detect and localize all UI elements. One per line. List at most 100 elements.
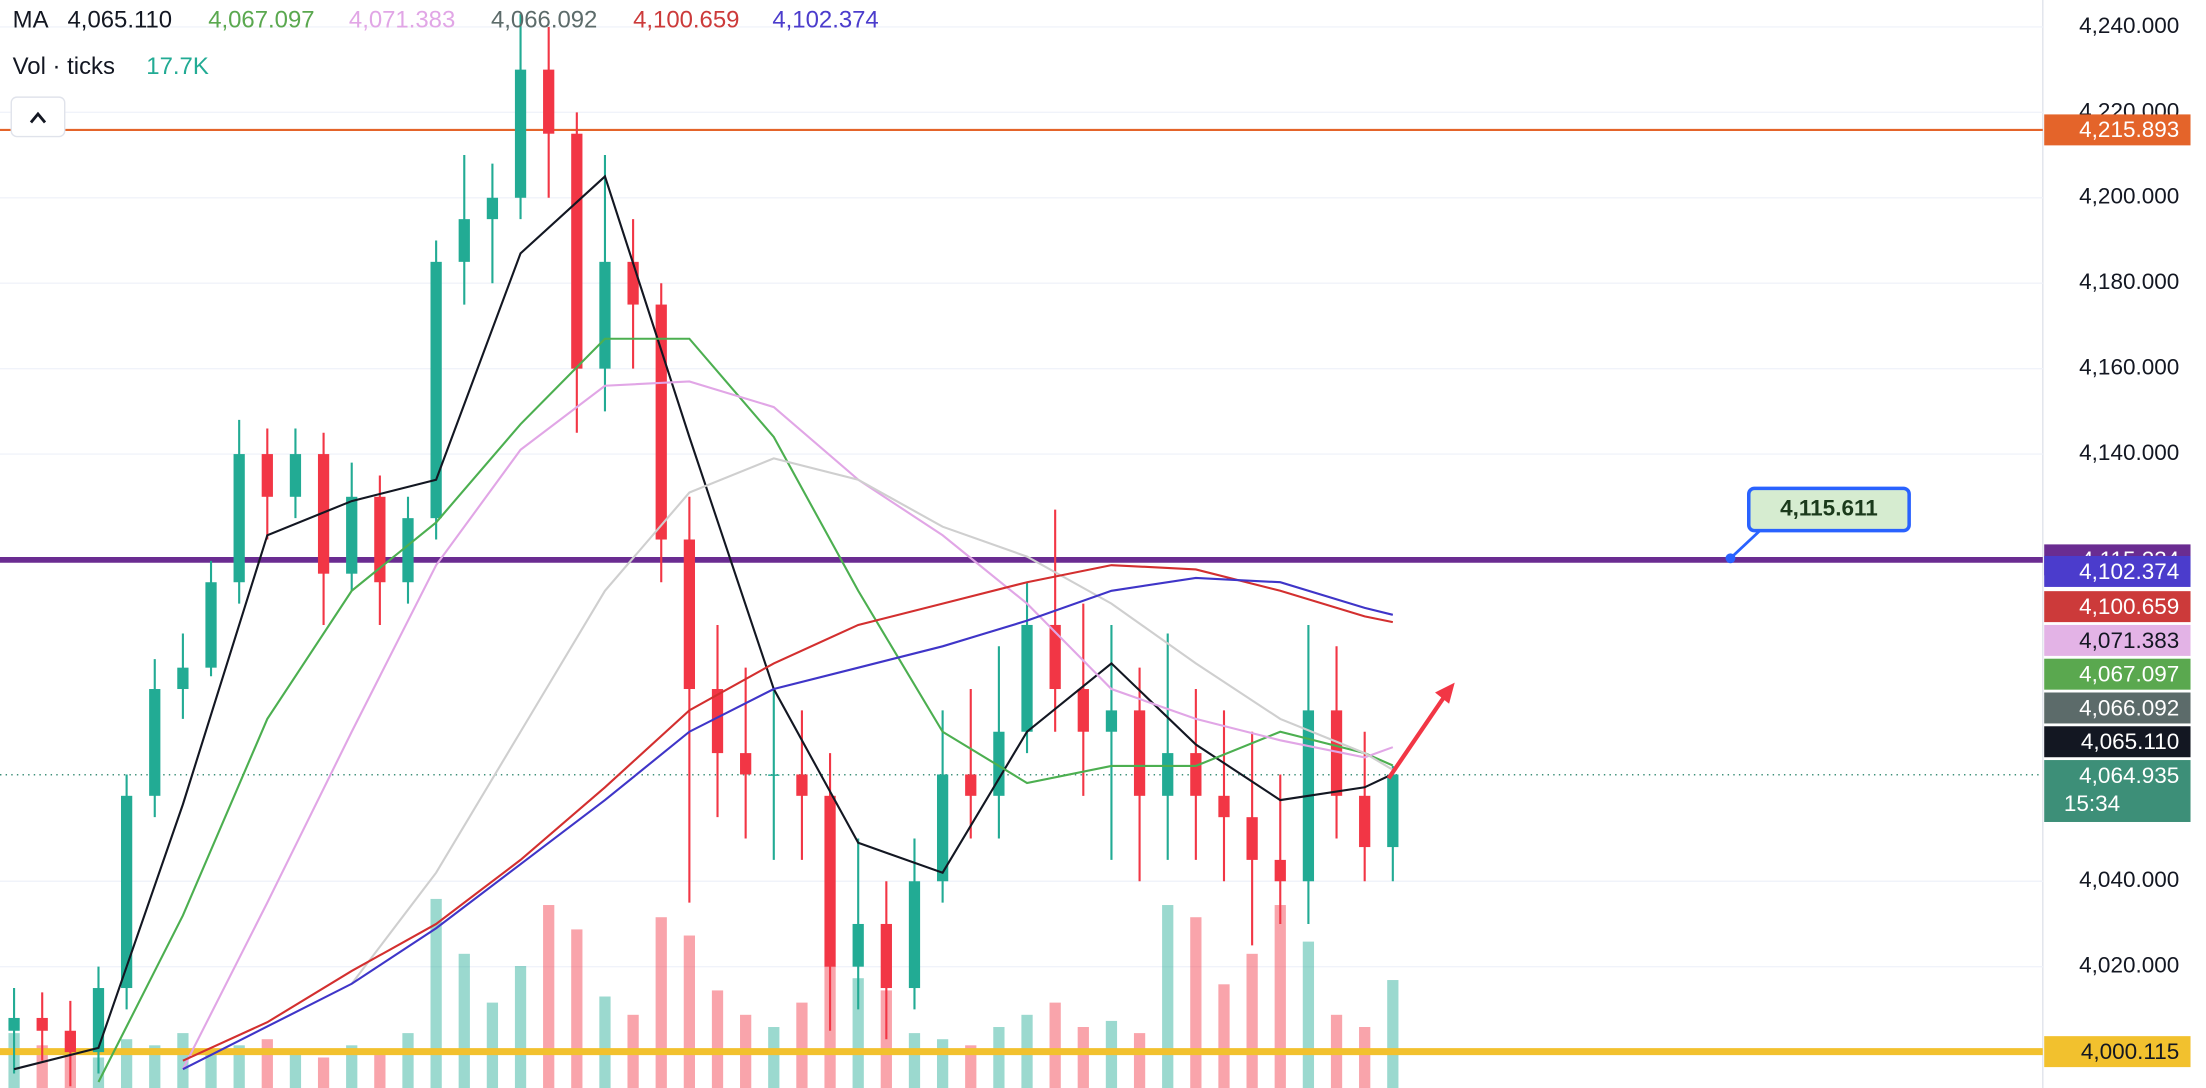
ma-tag-label: 4,066.092 xyxy=(2079,695,2179,720)
candle-body xyxy=(768,774,780,776)
candle-body xyxy=(64,1030,76,1053)
volume-bar xyxy=(402,1033,414,1088)
ma-tag xyxy=(2044,591,2191,623)
candle-body xyxy=(1077,689,1089,732)
price-tag xyxy=(2044,760,2191,822)
candle-body xyxy=(402,518,414,583)
ma-tag xyxy=(2044,555,2191,587)
legend-value: 4,067.097 xyxy=(208,6,314,33)
legend-value: 4,102.374 xyxy=(772,6,878,33)
volume-bar xyxy=(993,1027,1005,1088)
collapse-icon[interactable] xyxy=(29,111,47,124)
ma-tag xyxy=(2044,692,2191,724)
candle-body xyxy=(599,261,611,369)
volume-name: Vol · ticks xyxy=(13,53,115,80)
candle-body xyxy=(852,923,864,967)
volume-bar xyxy=(458,953,470,1088)
candle-body xyxy=(458,219,470,262)
candle-body xyxy=(1190,753,1202,796)
candle-body xyxy=(936,774,949,882)
candle-body xyxy=(374,496,386,583)
ma-tag-label: 4,102.374 xyxy=(2079,559,2179,584)
candle-body xyxy=(289,454,302,497)
volume-bar xyxy=(908,1033,921,1088)
y-tick-label: 4,040.000 xyxy=(2079,867,2179,892)
candle-body xyxy=(8,1017,20,1031)
collapse-button[interactable] xyxy=(10,96,66,138)
candle-body xyxy=(346,496,358,574)
volume-bar xyxy=(1246,953,1258,1088)
candle-body xyxy=(1274,859,1286,882)
volume-bar xyxy=(683,935,696,1088)
volume-bar xyxy=(1387,980,1399,1088)
volume-bar xyxy=(346,1045,358,1088)
candle-body xyxy=(486,197,499,220)
legend-value: 4,100.659 xyxy=(633,6,739,33)
volume-bar xyxy=(1359,1027,1371,1088)
volume-bar xyxy=(768,1027,780,1088)
volume-bar xyxy=(374,1051,386,1088)
ma-tag-label: 4,067.097 xyxy=(2079,662,2179,687)
y-tick-label: 4,140.000 xyxy=(2079,440,2179,465)
ma-line xyxy=(13,174,1394,1071)
candle-body xyxy=(430,261,442,519)
candle-body xyxy=(908,881,921,989)
candle-body xyxy=(177,667,189,690)
volume-bar xyxy=(430,898,442,1088)
ma-tag xyxy=(2044,726,2191,758)
candle-body xyxy=(1246,817,1258,860)
legend-value: 4,066.092 xyxy=(491,6,597,33)
volume-bar xyxy=(36,1045,48,1088)
candle-body xyxy=(1105,710,1118,732)
candle-body xyxy=(1387,774,1399,848)
candle-body xyxy=(120,795,133,989)
candle-body xyxy=(965,774,977,796)
callout-box xyxy=(1747,486,1911,533)
ma-line xyxy=(182,576,1394,1071)
candle-body xyxy=(824,795,836,967)
volume-bar xyxy=(1190,917,1202,1088)
volume-bar xyxy=(261,1039,273,1088)
volume-bar xyxy=(936,1039,949,1088)
candle-body xyxy=(740,753,752,775)
indicator-name: MA xyxy=(13,6,49,33)
candle-body xyxy=(1330,710,1343,796)
volume-bar xyxy=(1077,1027,1089,1088)
candle-body xyxy=(655,304,667,540)
ma-line xyxy=(181,380,1394,1070)
candle-body xyxy=(683,539,696,690)
collapse-button-box[interactable] xyxy=(10,96,66,138)
arrow-annotation xyxy=(1386,688,1451,780)
candle-body xyxy=(711,689,724,754)
y-tick-label: 4,200.000 xyxy=(2079,184,2179,209)
volume-bar xyxy=(711,990,724,1088)
callout-anchor xyxy=(1725,553,1736,564)
volume-bar xyxy=(486,1002,499,1088)
level-tag-label: 4,215.893 xyxy=(2079,117,2179,142)
volume-bar xyxy=(233,1045,245,1088)
ma-line xyxy=(97,337,1394,1083)
level-tag-label: 4,000.115 xyxy=(2081,1039,2179,1064)
volume-bar xyxy=(149,1045,161,1088)
arrow-head xyxy=(1435,682,1455,704)
legend-value: 4,065.110 xyxy=(68,6,173,33)
candle-body xyxy=(149,689,161,796)
volume-bar xyxy=(571,929,583,1088)
callout-label: 4,115.611 xyxy=(1780,495,1878,520)
ma-tag-label: 4,100.659 xyxy=(2079,594,2179,619)
legend-value: 4,071.383 xyxy=(349,6,455,33)
ma-tag xyxy=(2044,624,2191,656)
volume-bar xyxy=(796,1002,808,1088)
volume-bar xyxy=(205,1051,217,1088)
candle-body xyxy=(1021,624,1033,732)
volume-bar xyxy=(655,917,667,1088)
level-tag xyxy=(2044,1036,2191,1068)
y-tick-label: 4,160.000 xyxy=(2079,355,2179,380)
candle-body xyxy=(880,923,892,989)
candle-body xyxy=(571,133,583,369)
volume-value: 17.7K xyxy=(146,53,209,80)
volume-bar xyxy=(120,1039,133,1088)
volume-bar xyxy=(1162,905,1174,1088)
